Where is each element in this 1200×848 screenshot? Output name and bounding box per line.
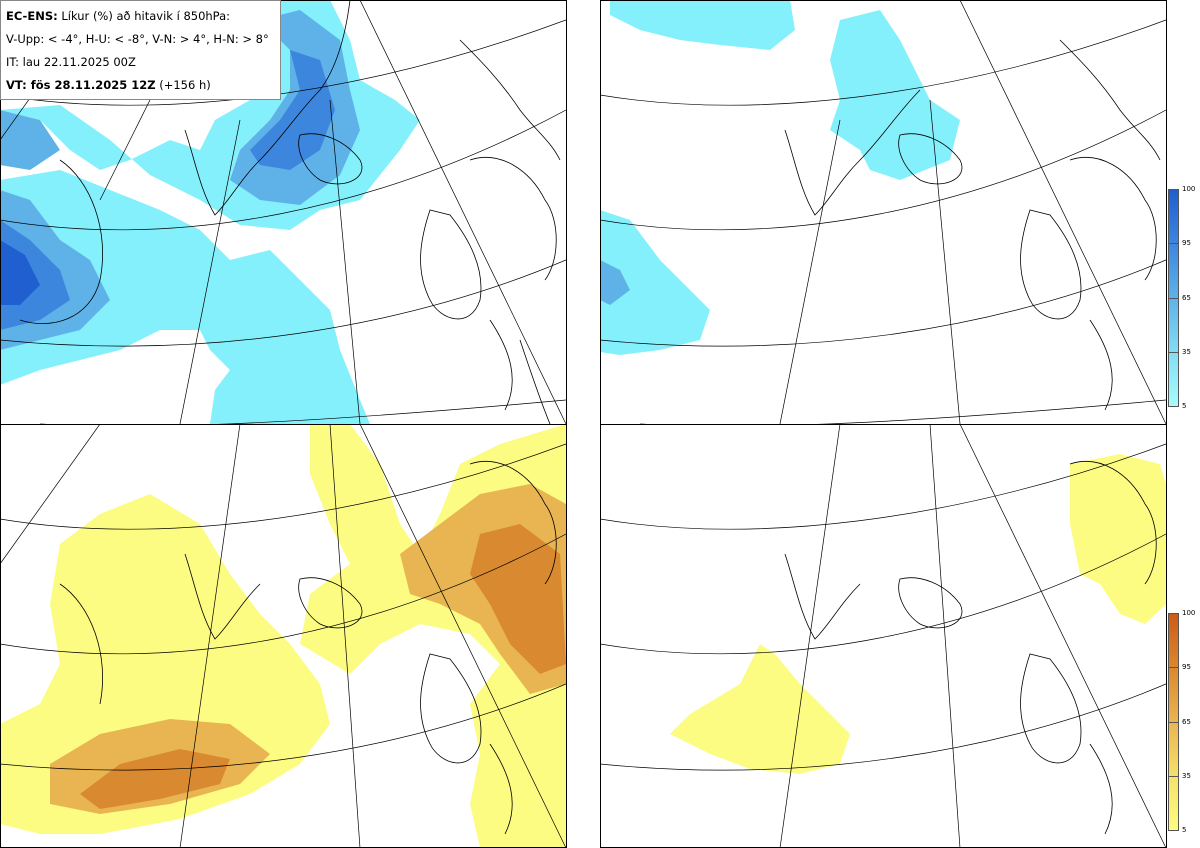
colorbar-tick-label: 35 (1182, 348, 1191, 356)
colorbar-tickmark (1168, 613, 1179, 614)
colorbar-tickmark (1168, 406, 1179, 407)
colorbar-tickmark (1168, 298, 1179, 299)
colorbar-tick-label: 5 (1182, 826, 1187, 834)
colorbar-tickmark (1168, 722, 1179, 723)
colorbar-tickmark (1168, 776, 1179, 777)
colorbar-tick-label: 95 (1182, 663, 1191, 671)
colorbar-segment (1169, 190, 1178, 244)
header-line-4: VT: fös 28.11.2025 12Z (+156 h) (6, 78, 211, 92)
colorbar-tickmark (1168, 830, 1179, 831)
colorbar-tick-label: 5 (1182, 402, 1187, 410)
colorbar-tick-label: 95 (1182, 239, 1191, 247)
header-line-1: EC-ENS: Líkur (%) að hitavik í 850hPa: (6, 9, 231, 23)
colorbar-tick-label: 65 (1182, 718, 1191, 726)
colorbar-segment (1169, 298, 1178, 352)
header-line-2: V-Upp: < -4°, H-U: < -8°, V-N: > 4°, H-N… (6, 32, 269, 46)
probability-map (0, 424, 566, 848)
colorbar-cold-top-right: 100 95 65 35 5 (1168, 185, 1200, 423)
header-line-3: IT: lau 22.11.2025 00Z (6, 55, 136, 69)
map-panel-warm-plus8 (600, 424, 1166, 848)
probability-map (600, 424, 1166, 848)
colorbar-tickmark (1168, 352, 1179, 353)
map-panel-cold-minus4: EC-ENS: Líkur (%) að hitavik í 850hPa: V… (0, 0, 566, 424)
probability-map (0, 0, 566, 424)
colorbar-tickmark (1168, 667, 1179, 668)
colorbar-segment (1169, 244, 1178, 298)
colorbar-segment (1169, 722, 1178, 776)
colorbar-segment (1169, 352, 1178, 406)
colorbar-segment (1169, 776, 1178, 830)
map-header-legend: EC-ENS: Líkur (%) að hitavik í 850hPa: V… (0, 0, 281, 100)
colorbar-tick-label: 65 (1182, 294, 1191, 302)
colorbar-tick-label: 100 (1182, 609, 1196, 617)
colorbar-tickmark (1168, 189, 1179, 190)
probability-map (600, 0, 1166, 424)
map-panel-cold-minus8 (600, 0, 1166, 424)
colorbar-warm-bottom-right: 100 95 65 35 5 (1168, 609, 1200, 847)
colorbar-tickmark (1168, 243, 1179, 244)
colorbar-segment (1169, 614, 1178, 668)
colorbar-tick-label: 35 (1182, 772, 1191, 780)
colorbar-segment (1169, 668, 1178, 722)
colorbar-tick-label: 100 (1182, 185, 1196, 193)
